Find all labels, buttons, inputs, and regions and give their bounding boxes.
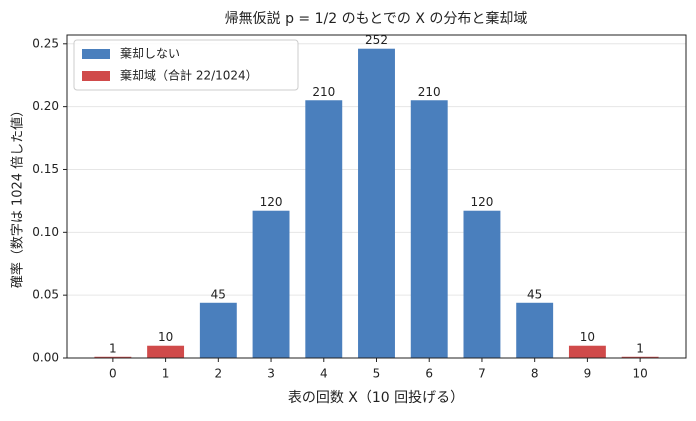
value-label: 10 [158, 330, 173, 344]
bar [252, 210, 290, 358]
x-tick-label: 7 [478, 367, 486, 381]
y-tick-label: 0.05 [32, 288, 59, 302]
y-tick-label: 0.15 [32, 162, 59, 176]
bar [358, 48, 395, 358]
value-label: 45 [527, 287, 542, 301]
chart-title: 帰無仮説 p = 1/2 のもとでの X の分布と棄却域 [225, 10, 528, 27]
bar [621, 356, 659, 358]
bar [305, 100, 343, 359]
value-label: 45 [211, 287, 226, 301]
x-tick-label: 9 [584, 367, 592, 381]
x-tick-label: 0 [109, 367, 117, 381]
bar [516, 302, 554, 358]
x-tick-label: 1 [162, 367, 170, 381]
x-tick-label: 8 [531, 367, 539, 381]
value-label: 210 [418, 85, 441, 99]
y-tick-label: 0.10 [32, 225, 59, 239]
x-tick-label: 10 [632, 367, 647, 381]
legend-label: 棄却しない [120, 46, 180, 61]
y-tick-label: 0.20 [32, 99, 59, 113]
value-label: 120 [260, 195, 283, 209]
x-tick-label: 5 [373, 367, 381, 381]
x-tick-label: 3 [267, 367, 275, 381]
bar [568, 345, 606, 358]
value-label: 10 [580, 330, 595, 344]
x-tick-label: 4 [320, 367, 328, 381]
bar [94, 356, 132, 358]
value-label: 120 [470, 195, 493, 209]
y-tick-label: 0.25 [32, 36, 59, 50]
legend-swatch [82, 49, 110, 59]
value-label: 1 [109, 341, 117, 355]
y-axis-label: 確率（数字は 1024 倍した値） [10, 104, 26, 288]
y-tick-label: 0.00 [32, 351, 59, 365]
x-tick-label: 6 [425, 367, 433, 381]
x-axis-label: 表の回数 X（10 回投げる） [288, 390, 464, 406]
bar [463, 210, 501, 358]
value-label: 252 [365, 33, 388, 47]
value-label: 210 [312, 85, 335, 99]
x-tick-label: 2 [215, 367, 223, 381]
plot-frame [66, 34, 687, 359]
bar [147, 345, 185, 358]
legend-swatch [82, 71, 110, 81]
value-label: 1 [636, 341, 644, 355]
legend-box [73, 39, 299, 91]
legend-label: 棄却域（合計 22/1024） [120, 68, 258, 83]
bar [199, 302, 237, 358]
bar [410, 100, 448, 359]
